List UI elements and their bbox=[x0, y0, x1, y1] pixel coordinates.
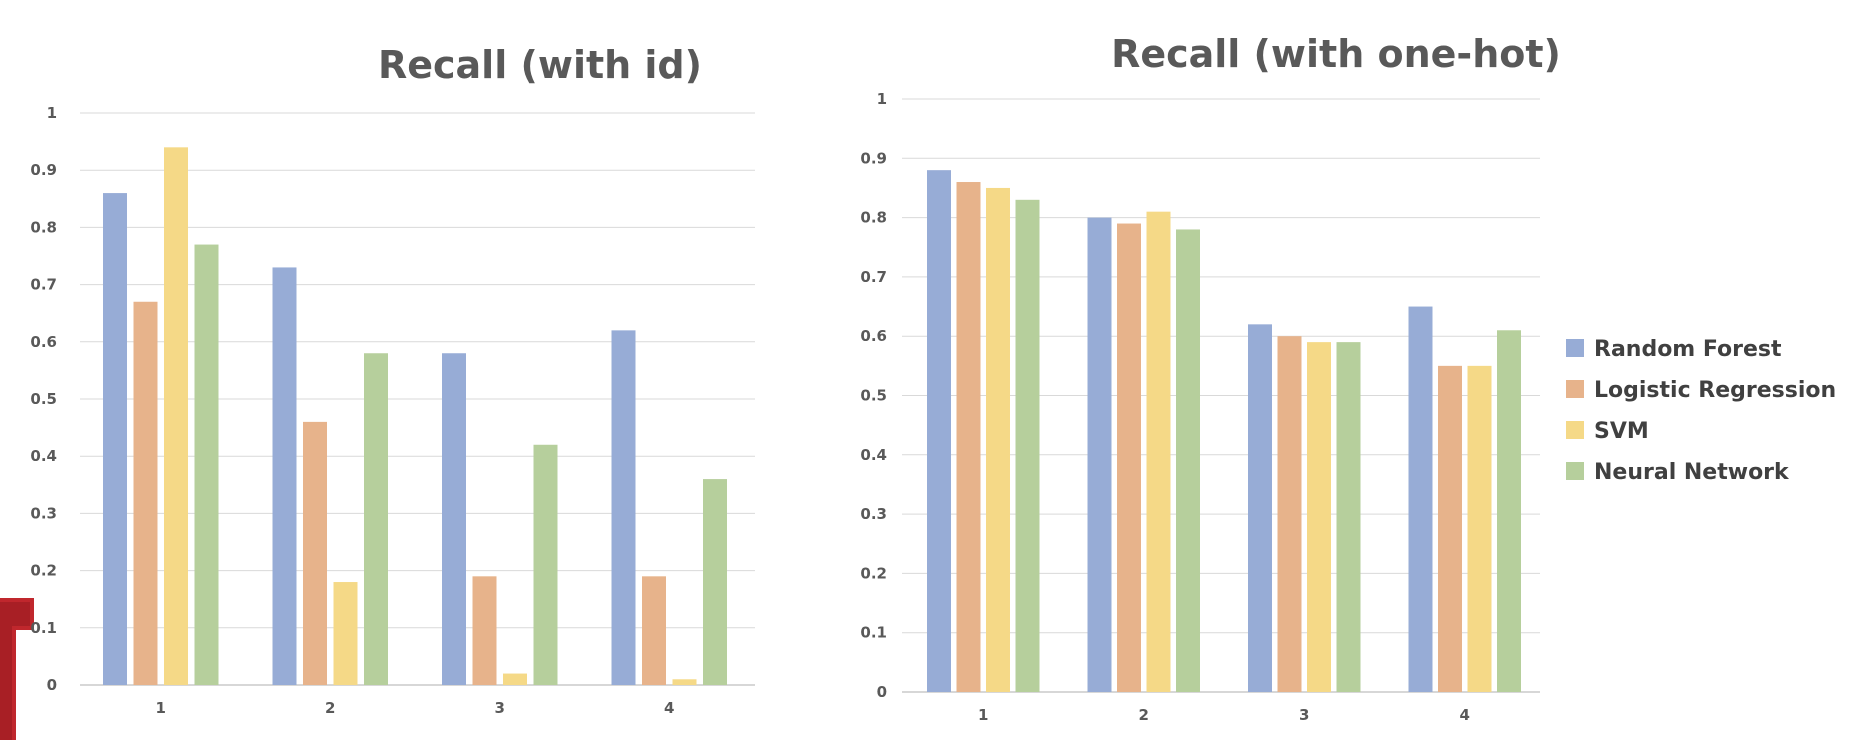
y-tick-label: 0.7 bbox=[30, 276, 57, 294]
bar bbox=[1015, 199, 1040, 692]
x-tick-label: 3 bbox=[495, 699, 505, 717]
y-tick-label: 0.4 bbox=[30, 447, 57, 465]
bar bbox=[1438, 365, 1462, 692]
bar bbox=[272, 267, 297, 685]
y-tick-label: 0.4 bbox=[860, 446, 887, 464]
bar bbox=[364, 353, 388, 685]
x-tick-label: 1 bbox=[978, 706, 988, 724]
y-tick-label: 0.3 bbox=[860, 505, 887, 523]
bar bbox=[1467, 365, 1492, 692]
y-tick-label: 0.7 bbox=[860, 268, 887, 286]
bar bbox=[133, 301, 158, 685]
chart-title: Recall (with id) bbox=[378, 43, 702, 87]
bar bbox=[1307, 342, 1331, 692]
y-tick-labels: 0 0.1 0.2 0.3 0.4 0.5 0.6 0.7 0.8 0.9 1 bbox=[30, 104, 57, 694]
bar bbox=[1336, 342, 1361, 692]
y-tick-label: 0.1 bbox=[30, 619, 57, 637]
y-tick-label: 0.6 bbox=[860, 327, 887, 345]
y-tick-label: 0.2 bbox=[30, 562, 57, 580]
y-tick-label: 0.8 bbox=[860, 209, 887, 227]
bar bbox=[103, 193, 127, 685]
bar bbox=[672, 679, 697, 685]
decor-red-bracket bbox=[0, 598, 34, 740]
bar bbox=[956, 182, 981, 692]
bar bbox=[1117, 223, 1141, 692]
legend-swatch bbox=[1566, 380, 1584, 398]
bar bbox=[642, 576, 666, 685]
y-tick-label: 0.1 bbox=[860, 624, 887, 642]
bar bbox=[533, 444, 558, 685]
bar bbox=[1277, 336, 1302, 692]
x-tick-label: 2 bbox=[325, 699, 335, 717]
y-tick-labels: 0 0.1 0.2 0.3 0.4 0.5 0.6 0.7 0.8 0.9 1 bbox=[860, 90, 887, 701]
y-tick-label: 1 bbox=[47, 104, 57, 122]
y-tick-label: 0 bbox=[47, 676, 57, 694]
bars bbox=[927, 170, 1521, 693]
bar bbox=[1087, 217, 1112, 692]
x-tick-label: 1 bbox=[156, 699, 166, 717]
y-tick-label: 0.9 bbox=[860, 149, 887, 167]
x-tick-label: 2 bbox=[1139, 706, 1149, 724]
y-tick-label: 0 bbox=[877, 683, 887, 701]
bar bbox=[1146, 211, 1171, 693]
legend-label: SVM bbox=[1594, 419, 1649, 444]
chart-title: Recall (with one-hot) bbox=[1111, 32, 1561, 76]
bar bbox=[611, 330, 636, 685]
bars bbox=[103, 147, 727, 685]
bar bbox=[986, 187, 1010, 692]
legend-swatch bbox=[1566, 339, 1584, 357]
chart-recall-with-one-hot: Recall (with one-hot) 0 0.1 0.2 0.3 0.4 0.5 0.… bbox=[860, 32, 1560, 724]
x-tick-label: 3 bbox=[1299, 706, 1309, 724]
bar bbox=[442, 353, 466, 685]
y-tick-label: 0.5 bbox=[860, 387, 887, 405]
y-tick-label: 1 bbox=[877, 90, 887, 108]
y-tick-label: 0.3 bbox=[30, 504, 57, 522]
bar bbox=[1176, 229, 1200, 692]
chart-recall-with-id: Recall (with id) 00.10.20.30.40.50.60.70… bbox=[30, 43, 755, 717]
x-tick-labels: 1 2 3 4 bbox=[978, 706, 1470, 724]
legend-swatch bbox=[1566, 462, 1584, 480]
bar bbox=[503, 673, 527, 685]
legend: Random Forest Logistic Regression SVM Neura… bbox=[1566, 337, 1836, 485]
x-tick-label: 4 bbox=[1460, 706, 1470, 724]
bar bbox=[472, 576, 497, 685]
x-tick-label: 4 bbox=[664, 699, 674, 717]
bar bbox=[703, 479, 727, 685]
legend-label: Random Forest bbox=[1594, 337, 1782, 362]
legend-label: Logistic Regression bbox=[1594, 378, 1836, 403]
bar bbox=[164, 147, 188, 685]
bar bbox=[927, 170, 951, 692]
y-tick-label: 0.6 bbox=[30, 333, 57, 351]
bar bbox=[1248, 324, 1272, 692]
y-tick-label: 0.5 bbox=[30, 390, 57, 408]
y-tick-label: 0.8 bbox=[30, 218, 57, 236]
bar bbox=[333, 582, 358, 685]
bar bbox=[194, 244, 219, 685]
bar bbox=[1408, 306, 1433, 692]
bar bbox=[303, 421, 327, 685]
y-tick-label: 0.9 bbox=[30, 161, 57, 179]
legend-label: Neural Network bbox=[1594, 460, 1790, 485]
x-tick-labels: 1 2 3 4 bbox=[156, 699, 675, 717]
bar bbox=[1497, 330, 1521, 692]
y-tick-label: 0.2 bbox=[860, 564, 887, 582]
legend-swatch bbox=[1566, 421, 1584, 439]
